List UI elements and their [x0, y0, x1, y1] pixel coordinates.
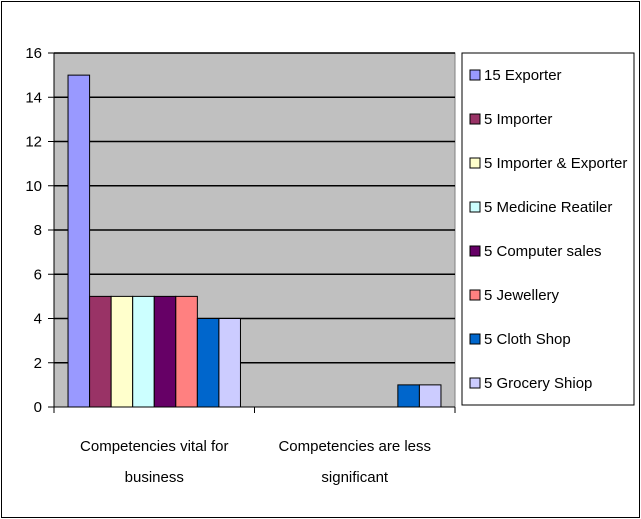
bar — [397, 384, 420, 408]
legend — [461, 52, 635, 406]
legend-swatch — [469, 201, 481, 213]
legend-label: 5 Jewellery — [484, 287, 560, 304]
bar — [110, 295, 134, 408]
legend-label: 5 Computer sales — [484, 243, 602, 260]
bar — [132, 295, 155, 408]
legend-label: 5 Medicine Reatiler — [484, 199, 612, 216]
legend-swatch — [469, 245, 481, 257]
bar — [89, 295, 112, 408]
legend-label: 5 Importer — [484, 111, 552, 128]
legend-label: 5 Cloth Shop — [484, 331, 571, 348]
y-tick-label: 4 — [34, 311, 42, 328]
legend-swatch — [469, 377, 481, 389]
y-tick-label: 2 — [34, 355, 42, 372]
bar — [67, 74, 91, 408]
category-label: Competencies vital for business — [80, 438, 228, 486]
legend-label: 5 Importer & Exporter — [484, 155, 627, 172]
bar — [418, 384, 442, 408]
legend-swatch — [469, 69, 481, 81]
y-tick-label: 6 — [34, 266, 42, 283]
legend-swatch — [469, 157, 481, 169]
legend-swatch — [469, 289, 481, 301]
y-tick-label: 10 — [25, 178, 42, 195]
y-tick-label: 8 — [34, 222, 42, 239]
bar — [196, 318, 220, 408]
bar — [175, 295, 198, 408]
legend-swatch — [469, 333, 481, 345]
y-tick-label: 16 — [25, 45, 42, 62]
legend-label: 15 Exporter — [484, 67, 562, 84]
y-tick-label: 0 — [34, 399, 42, 416]
category-label: Competencies are less significant — [278, 438, 431, 486]
legend-swatch — [469, 113, 481, 125]
y-tick-label: 14 — [25, 89, 42, 106]
bar — [153, 295, 177, 408]
legend-label: 5 Grocery Shiop — [484, 375, 592, 392]
bar — [218, 318, 241, 408]
y-tick-label: 12 — [25, 134, 42, 151]
